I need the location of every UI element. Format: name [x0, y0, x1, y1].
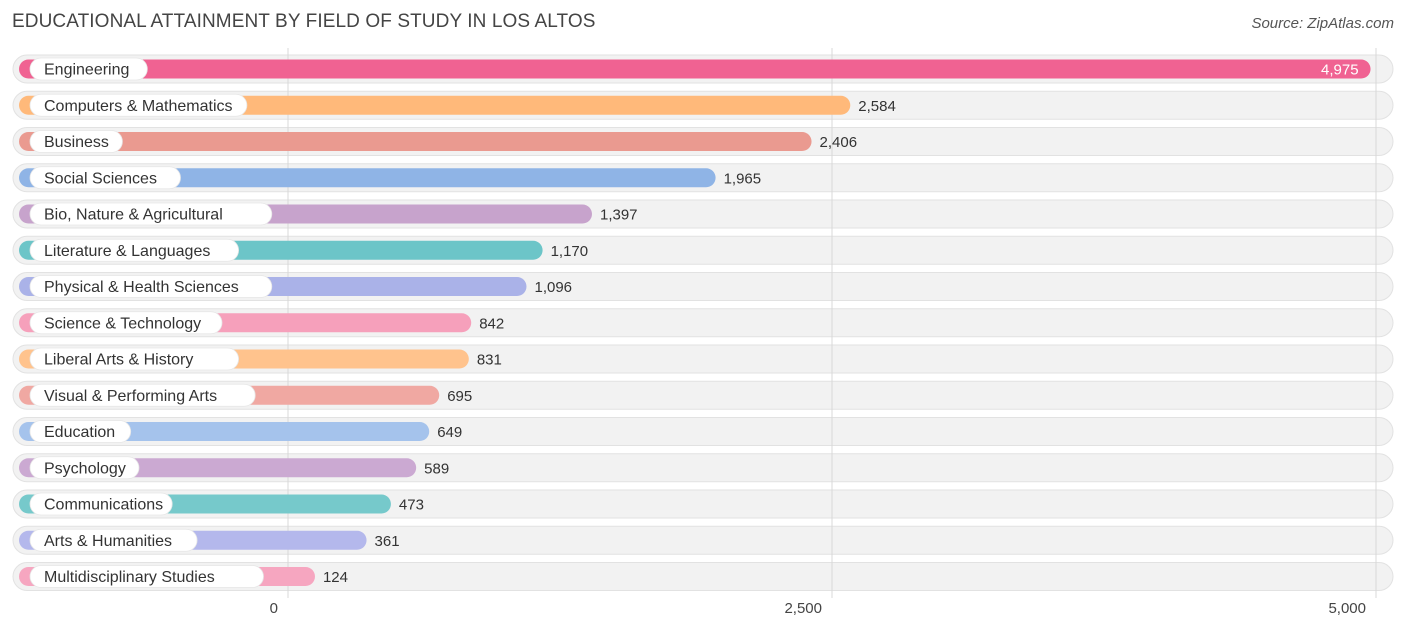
- value-label: 589: [424, 460, 449, 477]
- category-label: Science & Technology: [44, 315, 201, 332]
- category-label: Literature & Languages: [44, 243, 210, 260]
- category-label-pill: [29, 347, 240, 371]
- category-label: Bio, Nature & Agricultural: [44, 207, 223, 224]
- value-label: 1,397: [600, 207, 638, 224]
- value-label: 649: [437, 424, 462, 441]
- value-label: 695: [447, 388, 472, 405]
- category-label-pill: [29, 93, 248, 117]
- value-label: 831: [477, 352, 502, 369]
- category-label-pill: [29, 492, 173, 516]
- category-label-pill: [29, 202, 273, 226]
- category-label: Arts & Humanities: [44, 533, 172, 550]
- category-label: Visual & Performing Arts: [44, 388, 217, 405]
- tick-label: 5,000: [1328, 600, 1366, 617]
- tick-label: 0: [270, 600, 278, 617]
- category-label: Computers & Mathematics: [44, 98, 233, 115]
- value-label: 842: [479, 315, 504, 332]
- category-label-pill: [29, 311, 223, 335]
- category-label-pill: [29, 238, 240, 262]
- category-label-pill: [29, 130, 123, 153]
- value-label: 1,170: [551, 243, 589, 260]
- row-background: [12, 562, 1394, 591]
- category-label-pill: [29, 275, 273, 298]
- category-label: Engineering: [44, 62, 129, 79]
- value-label: 473: [399, 497, 424, 514]
- category-label-pill: [29, 528, 198, 552]
- category-label-pill: [29, 383, 256, 407]
- category-label-pill: [29, 456, 140, 480]
- value-label: 124: [323, 569, 348, 586]
- bar: [19, 59, 1371, 79]
- value-label: 2,406: [820, 134, 858, 151]
- value-label: 361: [375, 533, 400, 550]
- category-label: Liberal Arts & History: [44, 352, 193, 369]
- value-label: 4,975: [1321, 62, 1359, 79]
- category-label: Psychology: [44, 460, 126, 477]
- category-label: Education: [44, 424, 115, 441]
- category-label: Business: [44, 134, 109, 151]
- value-label: 1,965: [724, 170, 762, 187]
- category-label-pill: [29, 166, 181, 190]
- category-label-pill: [29, 420, 132, 443]
- source-label: Source: ZipAtlas.com: [1251, 15, 1394, 32]
- value-label: 1,096: [534, 279, 572, 296]
- category-label: Physical & Health Sciences: [44, 279, 239, 296]
- bar: [19, 132, 812, 151]
- category-label: Communications: [44, 497, 163, 514]
- category-label-pill: [29, 57, 148, 81]
- bar: [19, 168, 716, 188]
- value-label: 2,584: [858, 98, 896, 115]
- chart-title: EDUCATIONAL ATTAINMENT BY FIELD OF STUDY…: [12, 11, 596, 32]
- tick-label: 2,500: [784, 600, 822, 617]
- category-label: Multidisciplinary Studies: [44, 569, 215, 586]
- category-label-pill: [29, 565, 264, 588]
- category-label: Social Sciences: [44, 170, 157, 187]
